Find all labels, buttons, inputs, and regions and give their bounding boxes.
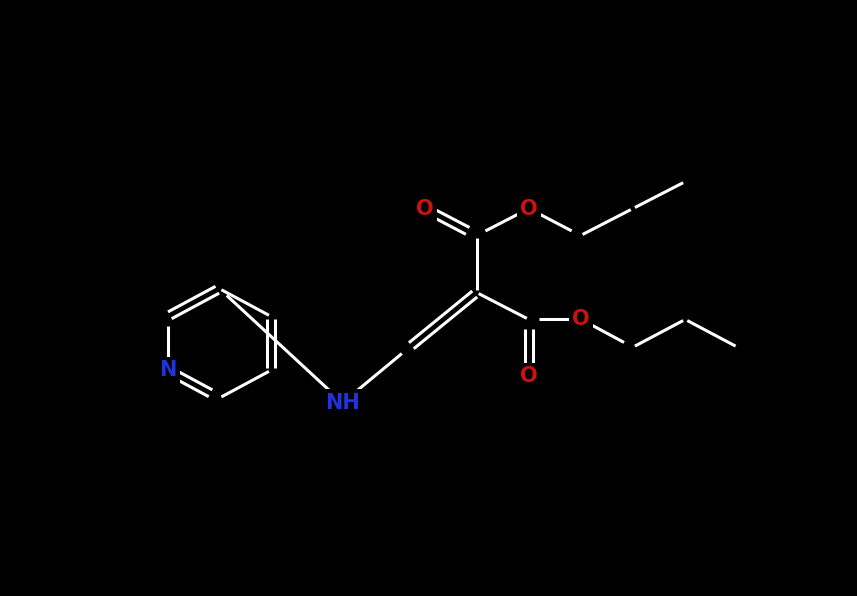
- Text: NH: NH: [325, 393, 360, 412]
- Text: N: N: [159, 360, 177, 380]
- Text: O: O: [572, 309, 590, 330]
- Text: O: O: [520, 366, 537, 386]
- Text: O: O: [417, 198, 434, 219]
- Text: O: O: [520, 198, 537, 219]
